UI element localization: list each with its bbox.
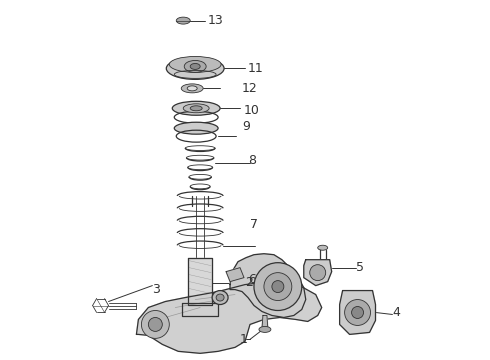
Polygon shape (340, 291, 375, 334)
Text: 1: 1 (240, 333, 248, 346)
Circle shape (352, 306, 364, 319)
Ellipse shape (318, 245, 328, 250)
Circle shape (272, 280, 284, 293)
Ellipse shape (190, 63, 200, 69)
Text: 9: 9 (242, 120, 250, 133)
Ellipse shape (176, 17, 190, 24)
Text: 7: 7 (250, 218, 258, 231)
Ellipse shape (174, 122, 218, 134)
Polygon shape (230, 254, 306, 318)
Text: 5: 5 (356, 261, 364, 274)
Ellipse shape (212, 291, 228, 305)
Ellipse shape (166, 58, 224, 80)
Polygon shape (182, 302, 218, 316)
Text: 4: 4 (392, 306, 400, 319)
Text: 6: 6 (248, 273, 256, 286)
Text: 10: 10 (244, 104, 260, 117)
Text: 11: 11 (248, 62, 264, 75)
Text: 12: 12 (242, 82, 258, 95)
Ellipse shape (181, 84, 203, 93)
Circle shape (264, 273, 292, 301)
Ellipse shape (184, 60, 206, 72)
Text: 13: 13 (208, 14, 224, 27)
Ellipse shape (183, 104, 209, 113)
Polygon shape (226, 268, 244, 282)
Circle shape (344, 300, 370, 325)
Polygon shape (136, 282, 322, 353)
Circle shape (254, 263, 302, 310)
Ellipse shape (172, 101, 220, 115)
Ellipse shape (190, 106, 202, 111)
Ellipse shape (216, 294, 224, 301)
Text: 2: 2 (245, 276, 253, 289)
Ellipse shape (259, 327, 271, 332)
Circle shape (142, 310, 169, 338)
Text: 8: 8 (248, 154, 256, 167)
Text: 3: 3 (152, 283, 160, 296)
Circle shape (148, 318, 162, 332)
Circle shape (310, 265, 326, 280)
Ellipse shape (169, 57, 221, 72)
Polygon shape (304, 260, 332, 285)
Polygon shape (262, 315, 268, 329)
Ellipse shape (187, 86, 197, 91)
Polygon shape (188, 258, 212, 305)
